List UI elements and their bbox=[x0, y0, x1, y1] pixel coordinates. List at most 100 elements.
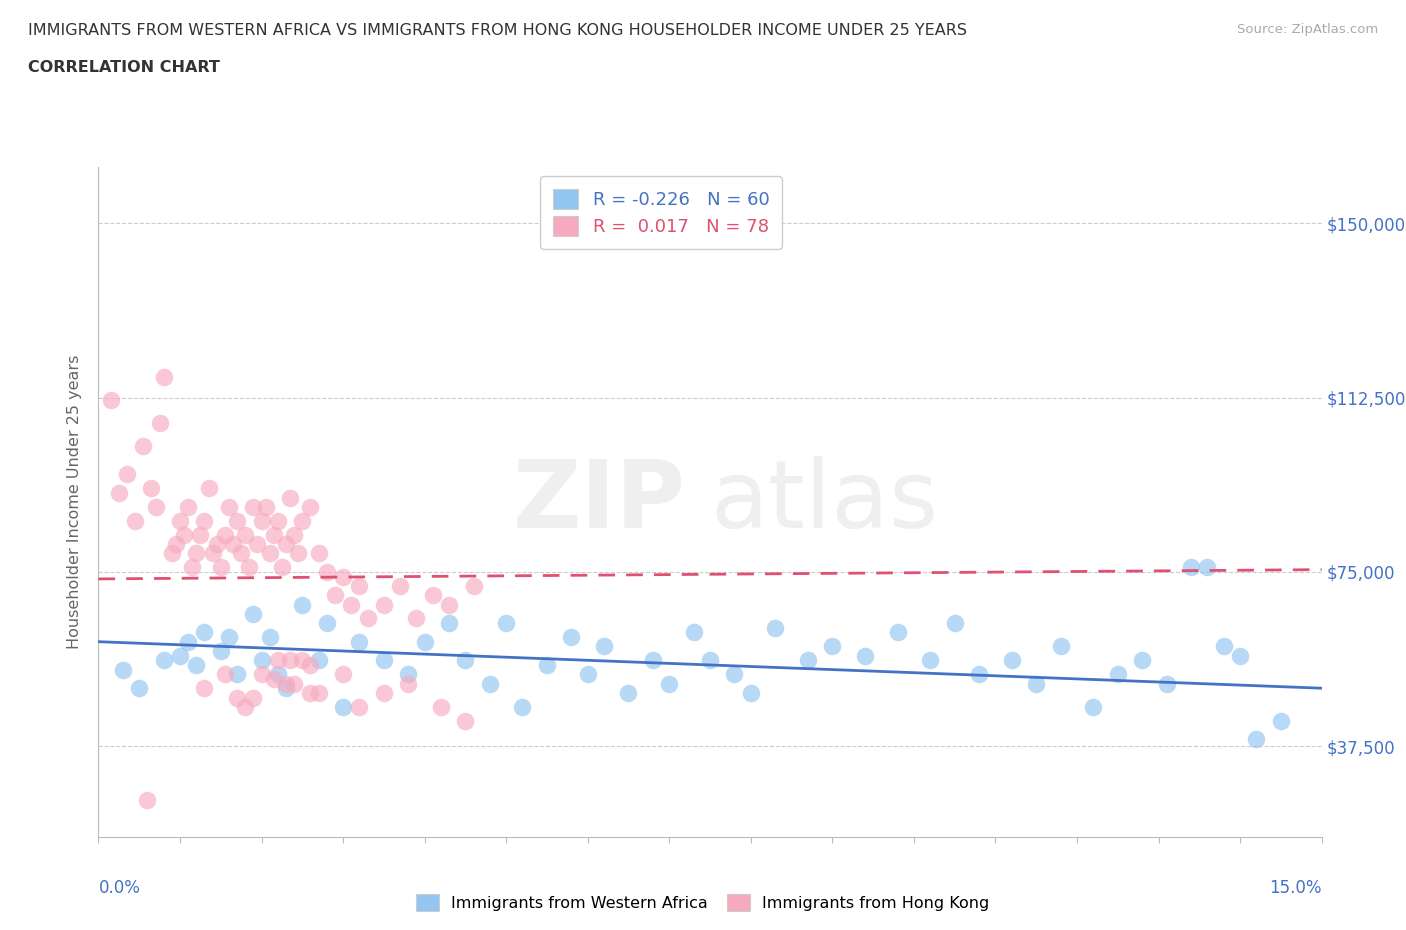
Text: Source: ZipAtlas.com: Source: ZipAtlas.com bbox=[1237, 23, 1378, 36]
Point bbox=[149, 416, 172, 431]
Point bbox=[1083, 699, 1105, 714]
Point bbox=[226, 667, 249, 682]
Text: 0.0%: 0.0% bbox=[98, 879, 141, 897]
Point bbox=[259, 630, 281, 644]
Point bbox=[943, 616, 966, 631]
Point bbox=[560, 630, 582, 644]
Point bbox=[373, 685, 395, 700]
Point bbox=[437, 616, 460, 631]
Point bbox=[853, 648, 876, 663]
Point bbox=[274, 537, 297, 551]
Point bbox=[389, 578, 412, 593]
Point bbox=[278, 490, 301, 505]
Point bbox=[136, 792, 159, 807]
Text: atlas: atlas bbox=[710, 457, 938, 548]
Point bbox=[1156, 676, 1178, 691]
Point bbox=[186, 546, 208, 561]
Point bbox=[658, 676, 681, 691]
Point bbox=[254, 499, 277, 514]
Point bbox=[287, 546, 309, 561]
Legend: R = -0.226   N = 60, R =  0.017   N = 78: R = -0.226 N = 60, R = 0.017 N = 78 bbox=[540, 177, 782, 248]
Point bbox=[115, 467, 138, 482]
Point bbox=[422, 588, 444, 603]
Point bbox=[111, 662, 134, 677]
Point bbox=[181, 560, 204, 575]
Point bbox=[108, 485, 131, 500]
Point bbox=[169, 648, 191, 663]
Point bbox=[100, 392, 122, 407]
Point bbox=[299, 685, 322, 700]
Point bbox=[536, 658, 558, 672]
Point bbox=[145, 499, 167, 514]
Point bbox=[246, 537, 269, 551]
Text: CORRELATION CHART: CORRELATION CHART bbox=[28, 60, 219, 75]
Point bbox=[250, 667, 273, 682]
Point bbox=[356, 611, 378, 626]
Point bbox=[242, 690, 264, 705]
Point bbox=[1246, 732, 1268, 747]
Point bbox=[315, 616, 337, 631]
Point bbox=[641, 653, 664, 668]
Point bbox=[699, 653, 721, 668]
Point bbox=[291, 597, 314, 612]
Point bbox=[152, 653, 174, 668]
Point bbox=[332, 699, 354, 714]
Point bbox=[299, 658, 322, 672]
Point bbox=[332, 667, 354, 682]
Point bbox=[233, 699, 256, 714]
Point bbox=[283, 527, 305, 542]
Point bbox=[242, 606, 264, 621]
Point bbox=[177, 634, 200, 649]
Point bbox=[308, 685, 330, 700]
Point bbox=[177, 499, 200, 514]
Text: 15.0%: 15.0% bbox=[1270, 879, 1322, 897]
Point bbox=[169, 513, 191, 528]
Point bbox=[763, 620, 786, 635]
Point bbox=[430, 699, 453, 714]
Point bbox=[463, 578, 485, 593]
Point bbox=[1197, 560, 1219, 575]
Text: ZIP: ZIP bbox=[513, 457, 686, 548]
Point bbox=[233, 527, 256, 542]
Point bbox=[259, 546, 281, 561]
Point bbox=[226, 690, 249, 705]
Point bbox=[201, 546, 224, 561]
Point bbox=[920, 653, 942, 668]
Point bbox=[291, 653, 314, 668]
Point bbox=[291, 513, 314, 528]
Point bbox=[263, 527, 285, 542]
Point bbox=[267, 653, 290, 668]
Point bbox=[308, 653, 330, 668]
Point bbox=[413, 634, 436, 649]
Point bbox=[218, 499, 240, 514]
Point bbox=[250, 513, 273, 528]
Point bbox=[209, 644, 232, 658]
Point bbox=[263, 671, 285, 686]
Point bbox=[340, 597, 363, 612]
Point bbox=[226, 513, 249, 528]
Text: IMMIGRANTS FROM WESTERN AFRICA VS IMMIGRANTS FROM HONG KONG HOUSEHOLDER INCOME U: IMMIGRANTS FROM WESTERN AFRICA VS IMMIGR… bbox=[28, 23, 967, 38]
Point bbox=[373, 653, 395, 668]
Legend: Immigrants from Western Africa, Immigrants from Hong Kong: Immigrants from Western Africa, Immigran… bbox=[411, 887, 995, 917]
Point bbox=[1212, 639, 1234, 654]
Point bbox=[218, 630, 240, 644]
Point bbox=[186, 658, 208, 672]
Point bbox=[315, 565, 337, 579]
Point bbox=[299, 499, 322, 514]
Point bbox=[617, 685, 640, 700]
Point bbox=[1270, 713, 1292, 728]
Point bbox=[437, 597, 460, 612]
Point bbox=[128, 681, 150, 696]
Point bbox=[576, 667, 599, 682]
Point bbox=[165, 537, 187, 551]
Point bbox=[1025, 676, 1047, 691]
Point bbox=[396, 667, 419, 682]
Point bbox=[214, 667, 236, 682]
Point bbox=[332, 569, 354, 584]
Point bbox=[1130, 653, 1153, 668]
Point bbox=[349, 634, 371, 649]
Point bbox=[797, 653, 820, 668]
Point bbox=[1049, 639, 1071, 654]
Point bbox=[267, 667, 290, 682]
Point bbox=[682, 625, 704, 640]
